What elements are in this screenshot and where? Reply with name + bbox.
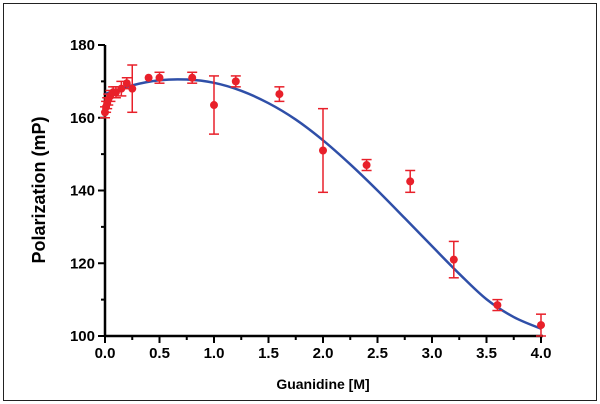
data-marker — [537, 321, 545, 330]
data-marker — [231, 77, 240, 86]
data-marker — [362, 161, 371, 170]
y-axis-label: Polarization (mP) — [29, 116, 49, 263]
data-marker — [493, 301, 502, 310]
data-point — [230, 75, 241, 88]
data-marker — [406, 177, 415, 186]
y-tick-label: 180 — [70, 37, 95, 54]
data-point — [361, 158, 372, 172]
data-marker — [449, 255, 458, 264]
x-tick-label: 2.5 — [367, 345, 388, 362]
y-tick-label: 140 — [70, 183, 95, 200]
data-marker — [144, 73, 153, 82]
data-point — [121, 76, 132, 90]
data-marker — [117, 84, 126, 93]
y-tick-label: 100 — [70, 328, 95, 345]
data-marker — [188, 73, 197, 82]
data-point — [127, 64, 138, 114]
x-tick-label: 1.5 — [258, 345, 279, 362]
data-point — [318, 107, 328, 194]
x-tick-label: 3.5 — [476, 345, 497, 362]
y-tick-label: 120 — [70, 255, 95, 272]
data-point — [209, 75, 219, 135]
data-point — [187, 71, 198, 84]
x-tick-label: 2.0 — [313, 345, 334, 362]
data-marker — [122, 79, 131, 88]
x-tick-label: 0.5 — [149, 345, 170, 362]
x-axis-label: Guanidine [M] — [276, 376, 369, 392]
chart-frame — [3, 3, 597, 401]
data-point — [405, 169, 416, 194]
data-marker — [128, 84, 137, 93]
data-point — [154, 71, 165, 84]
x-tick-label: 0.0 — [95, 345, 116, 362]
data-marker — [155, 73, 164, 82]
points-layer — [100, 64, 546, 337]
data-point — [448, 240, 459, 279]
data-point — [536, 313, 546, 337]
x-tick-label: 3.0 — [422, 345, 443, 362]
axes: 100 120 140 160 180 0.0 0.5 1.0 1.5 2.0 2.5 3.0 3.5 4… — [70, 37, 551, 362]
x-tick-label: 4.0 — [531, 345, 552, 362]
data-point — [492, 298, 503, 312]
data-marker — [275, 90, 284, 99]
x-tick-label: 1.0 — [204, 345, 225, 362]
data-marker — [319, 146, 327, 155]
data-point — [144, 73, 153, 82]
data-point — [116, 80, 127, 97]
data-point — [274, 86, 285, 103]
data-marker — [210, 101, 218, 110]
y-tick-label: 160 — [70, 110, 95, 127]
